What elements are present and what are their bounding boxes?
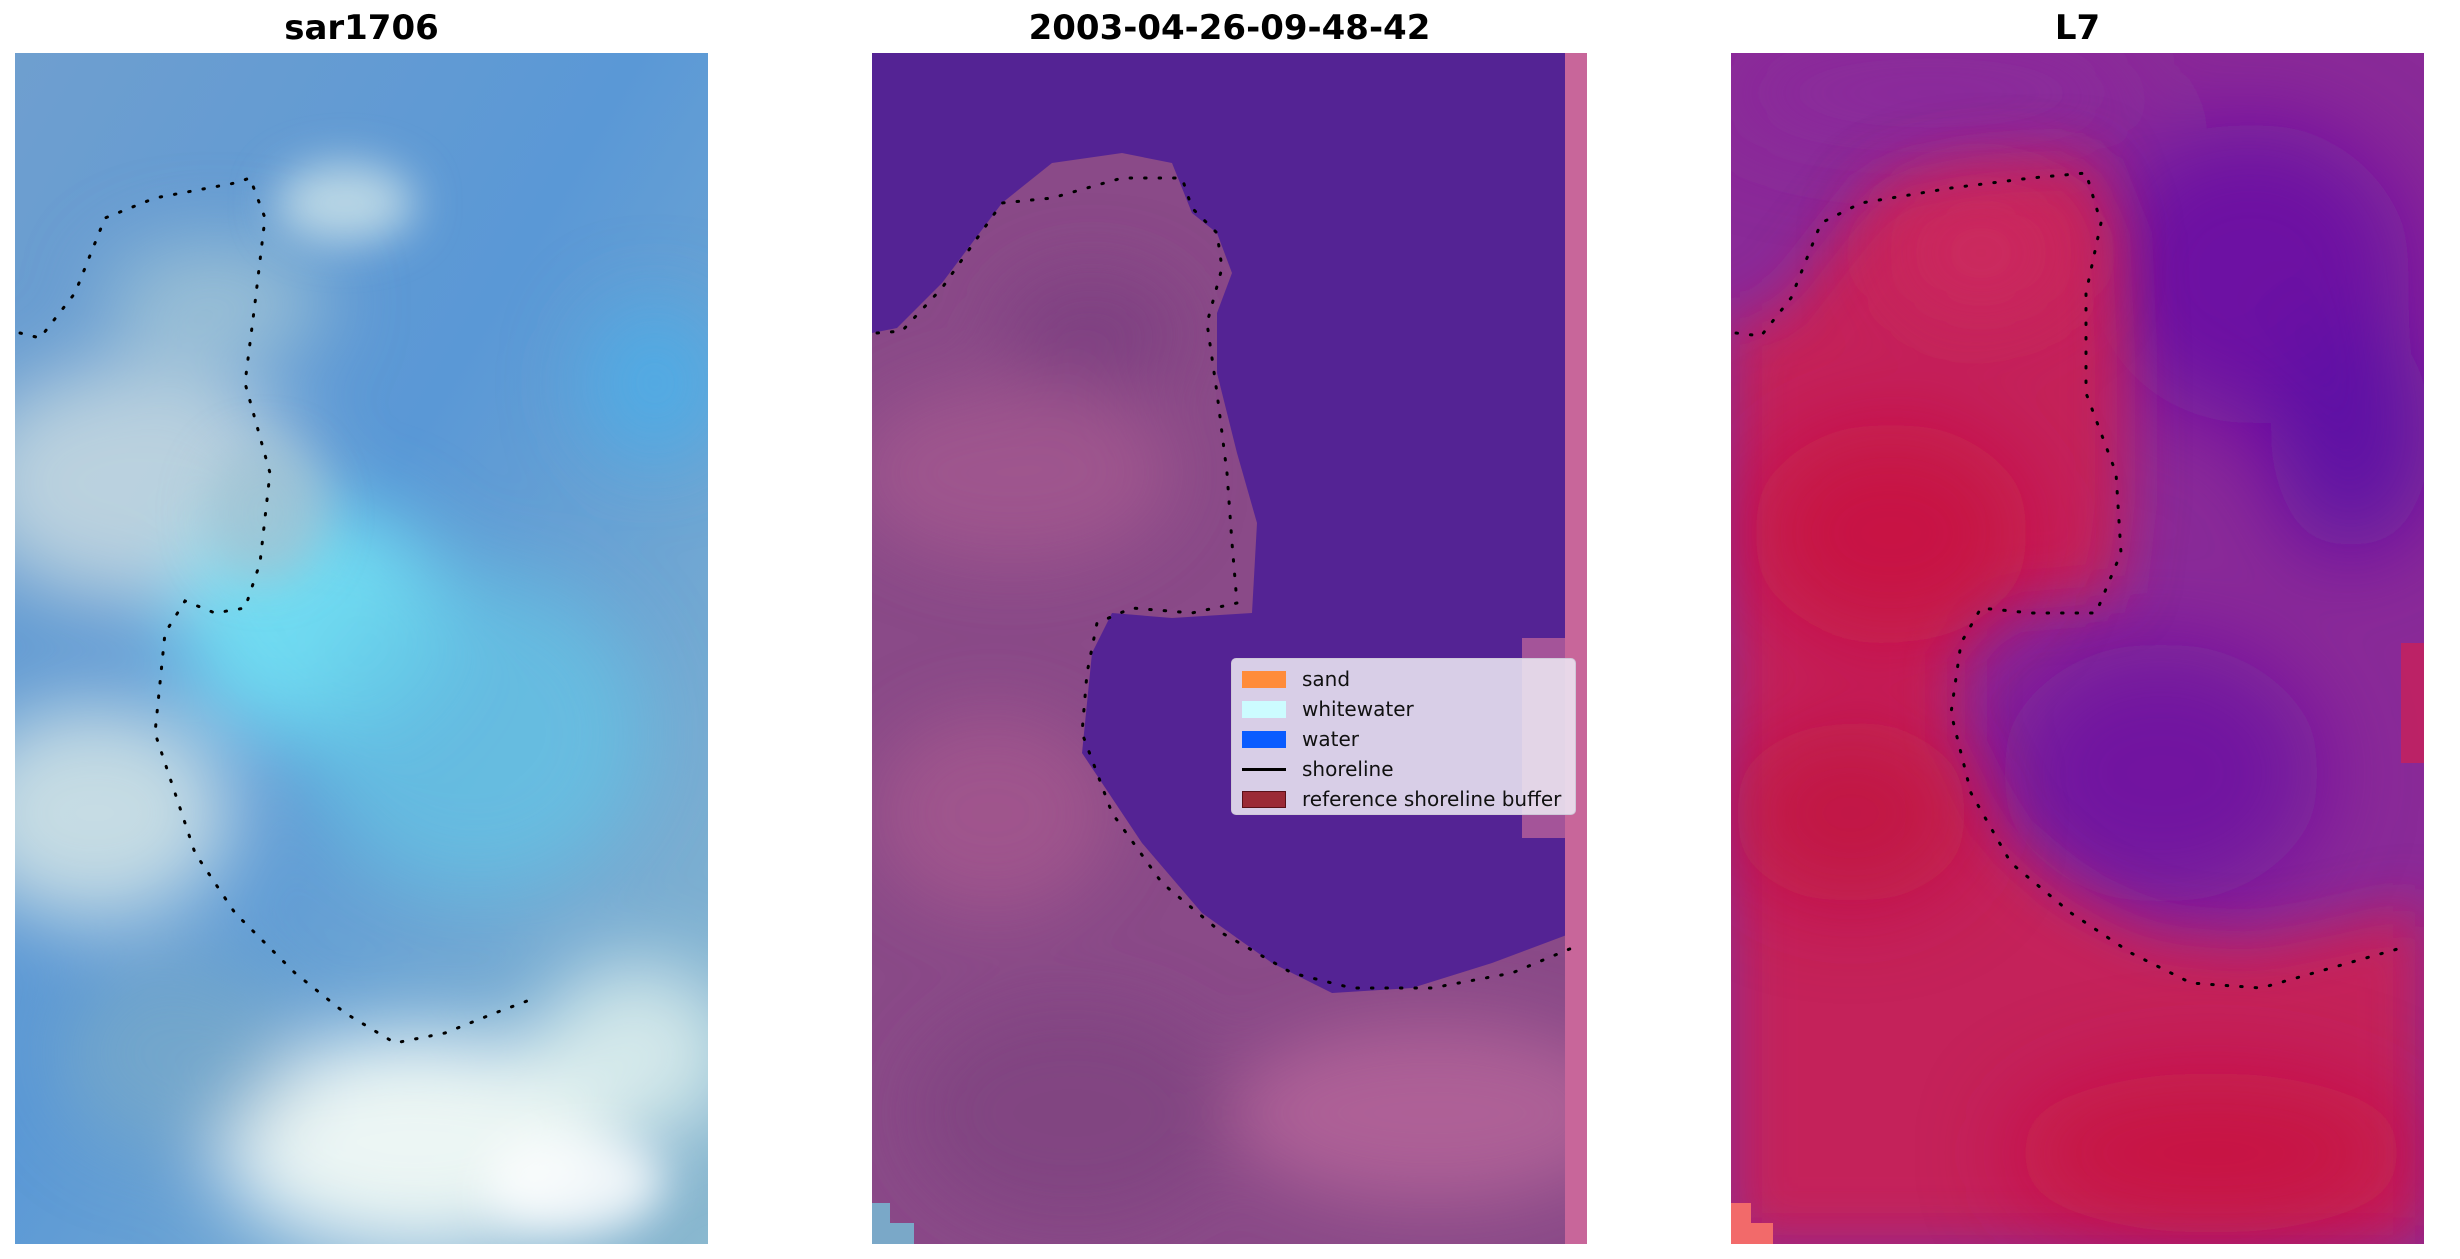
legend-label: reference shoreline buffer [1302,787,1562,811]
legend-swatch [1242,700,1286,718]
index-image [1731,53,2424,1244]
legend-label: whitewater [1302,697,1414,721]
legend-label: water [1302,727,1359,751]
rgb-image [15,53,708,1244]
legend-swatch [1242,670,1286,688]
legend-swatch [1242,790,1286,808]
shoreline-dots [1734,171,2403,990]
panel-title: sar1706 [284,8,439,48]
rgb-image-canvas [15,53,708,1244]
classified-image [872,53,1587,1244]
index-image-canvas [1731,53,2424,1244]
legend: sand whitewater water shoreline referenc… [1231,658,1576,815]
legend-item-sand: sand [1242,664,1565,694]
legend-item-shoreline: shoreline [1242,754,1565,784]
classified-image-canvas [872,53,1587,1244]
legend-item-whitewater: whitewater [1242,694,1565,724]
panel-title: 2003-04-26-09-48-42 [1028,8,1431,48]
legend-label: sand [1302,667,1351,691]
legend-label: shoreline [1302,757,1394,781]
legend-item-water: water [1242,724,1565,754]
shoreline-dots [875,176,1574,990]
legend-swatch [1242,730,1286,748]
legend-line [1242,767,1286,771]
legend-item-reference-buffer: reference shoreline buffer [1242,784,1565,814]
panel-title: L7 [2054,8,2101,48]
